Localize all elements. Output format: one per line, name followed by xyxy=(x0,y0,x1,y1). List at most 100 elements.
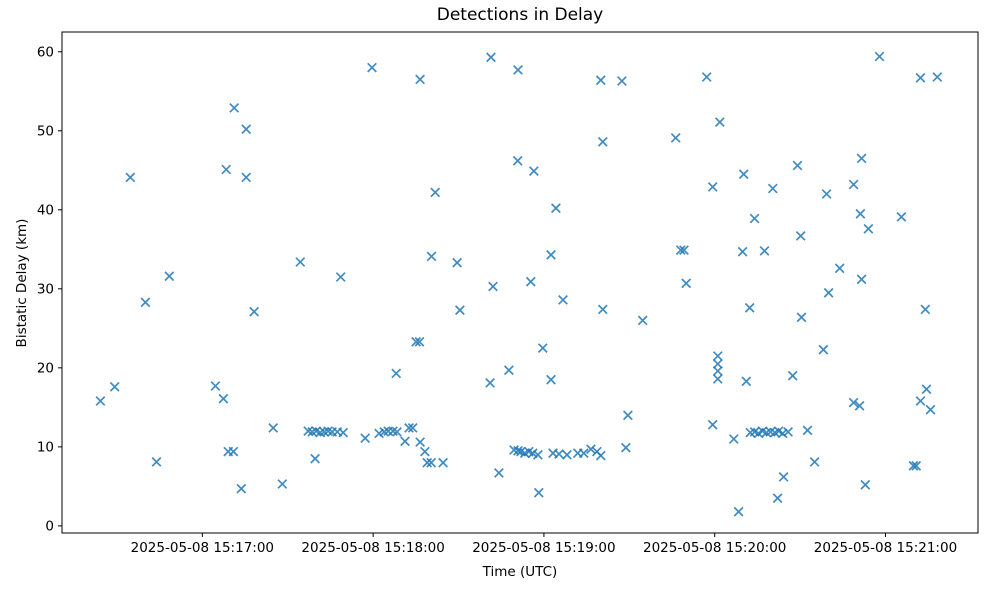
scatter-point xyxy=(241,172,252,183)
scatter-point xyxy=(125,172,136,183)
scatter-point xyxy=(670,132,681,143)
scatter-point xyxy=(404,422,414,433)
scatter-point xyxy=(391,368,402,379)
scatter-point xyxy=(503,365,514,376)
scatter-point xyxy=(525,276,536,287)
x-tick-label: 2025-05-08 15:21:00 xyxy=(814,540,957,556)
scatter-point xyxy=(438,457,449,468)
scatter-point xyxy=(546,249,556,260)
scatter-point xyxy=(268,422,279,433)
scatter-point xyxy=(637,315,648,326)
scatter-point xyxy=(454,305,465,316)
scatter-point xyxy=(109,381,120,392)
scatter-point xyxy=(295,257,306,267)
scatter-point xyxy=(550,203,561,214)
scatter-point xyxy=(834,263,845,274)
scatter-point xyxy=(915,396,926,406)
scatter-point xyxy=(728,434,739,444)
scatter-point xyxy=(164,271,175,282)
scatter-point xyxy=(95,396,106,406)
scatter-point xyxy=(854,400,865,411)
scatter-point xyxy=(809,456,820,467)
scatter-point xyxy=(228,446,239,457)
x-tick-label: 2025-05-08 15:18:00 xyxy=(301,540,444,556)
x-tick-label: 2025-05-08 15:17:00 xyxy=(131,540,274,556)
y-tick-label: 30 xyxy=(37,281,54,297)
scatter-point xyxy=(392,426,402,437)
scatter-point xyxy=(249,306,260,317)
scatter-point xyxy=(537,343,548,354)
scatter-point xyxy=(921,384,932,395)
scatter-point xyxy=(863,223,874,234)
x-tick-label: 2025-05-08 15:19:00 xyxy=(472,540,615,556)
scatter-point xyxy=(783,426,794,437)
scatter-point xyxy=(701,72,712,82)
scatter-point xyxy=(407,422,418,433)
scatter-point xyxy=(513,64,523,75)
scatter-point xyxy=(422,457,433,468)
scatter-point xyxy=(486,52,496,63)
scatter-point xyxy=(925,404,936,415)
scatter-point xyxy=(236,483,247,494)
scatter-point xyxy=(221,164,232,175)
scatter-point xyxy=(772,493,783,504)
scatter-point xyxy=(796,312,807,323)
scatter-point xyxy=(415,437,426,448)
scatter-point xyxy=(546,374,556,385)
y-tick-label: 40 xyxy=(37,202,54,218)
scatter-point xyxy=(585,444,596,455)
scatter-point xyxy=(597,304,608,315)
scatter-point xyxy=(737,246,748,257)
scatter-point xyxy=(452,257,463,268)
scatter-point xyxy=(277,479,288,489)
scatter-point xyxy=(488,281,498,292)
scatter-point xyxy=(932,72,943,82)
scatter-point xyxy=(856,153,867,164)
scatter-point xyxy=(411,336,422,347)
scatter-point xyxy=(733,506,744,517)
scatter-point xyxy=(528,166,539,177)
scatter-point xyxy=(707,419,718,430)
x-tick-label: 2025-05-08 15:20:00 xyxy=(643,540,786,556)
plot-area-border xyxy=(61,31,979,534)
scatter-point xyxy=(426,457,437,468)
x-axis-label: Time (UTC) xyxy=(482,564,558,580)
scatter-point xyxy=(597,136,608,147)
scatter-point xyxy=(896,211,907,222)
scatter-point xyxy=(714,117,725,128)
scatter-point xyxy=(533,487,544,498)
scatter-point xyxy=(218,393,229,404)
scatter-point xyxy=(562,449,572,460)
scatter-point xyxy=(778,471,789,482)
scatter-point xyxy=(419,446,430,457)
scatter-point xyxy=(681,278,692,289)
scatter-point xyxy=(712,351,723,361)
scatter-point xyxy=(860,479,871,490)
scatter-point xyxy=(741,376,752,387)
scatter-point xyxy=(855,208,866,219)
scatter-point xyxy=(802,425,813,436)
scatter-point xyxy=(759,245,770,256)
scatter-point xyxy=(616,76,627,86)
scatter-point xyxy=(335,272,346,282)
scatter-point xyxy=(848,397,859,408)
y-tick-label: 60 xyxy=(37,44,54,60)
scatter-point xyxy=(338,427,349,438)
scatter-point xyxy=(151,456,162,467)
scatter-point xyxy=(818,344,829,355)
scatter-point xyxy=(920,304,931,315)
scatter-point xyxy=(792,160,803,171)
scatter-point xyxy=(595,75,606,86)
scatter-point xyxy=(554,449,564,459)
scatter-point xyxy=(749,213,760,224)
chart-title: Detections in Delay xyxy=(436,5,604,25)
scatter-point xyxy=(856,274,867,285)
scatter-point xyxy=(558,294,568,305)
scatter-point xyxy=(241,124,252,135)
scatter-point xyxy=(400,436,410,447)
y-tick-label: 20 xyxy=(37,360,54,376)
scatter-point xyxy=(426,251,437,262)
scatter-point xyxy=(795,230,806,241)
